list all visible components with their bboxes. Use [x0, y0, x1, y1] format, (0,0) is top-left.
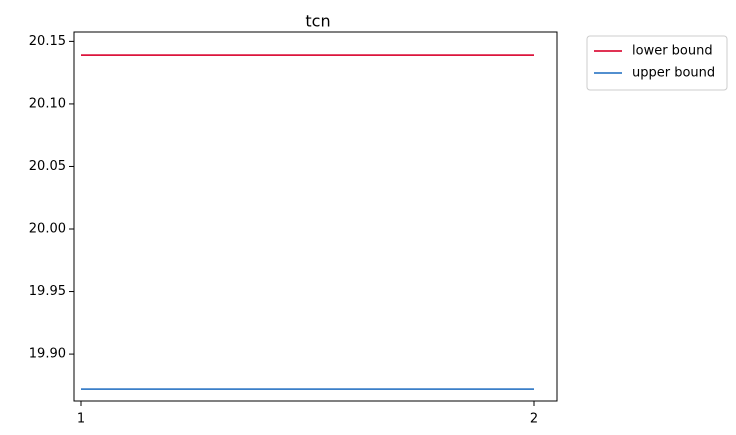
legend-box — [586, 35, 728, 91]
y-axis: 19.90 19.95 20.00 20.05 20.10 20.15 — [29, 34, 74, 362]
x-tick-label: 2 — [530, 412, 538, 427]
plot-area-frame — [73, 31, 558, 402]
chart-title: tcn — [305, 12, 330, 31]
y-tick-label: 19.90 — [29, 347, 66, 362]
x-tick-label: 1 — [77, 412, 85, 427]
legend: lower bound upper bound — [586, 35, 728, 91]
series-layer — [81, 54, 534, 391]
y-tick-label: 20.05 — [29, 159, 66, 174]
y-tick-label: 19.95 — [29, 284, 66, 299]
y-tick-label: 20.15 — [29, 34, 66, 49]
legend-label-lower-bound: lower bound — [632, 44, 713, 59]
y-tick-label: 20.10 — [29, 96, 66, 111]
legend-label-upper-bound: upper bound — [632, 66, 715, 81]
y-tick-label: 20.00 — [29, 222, 66, 237]
